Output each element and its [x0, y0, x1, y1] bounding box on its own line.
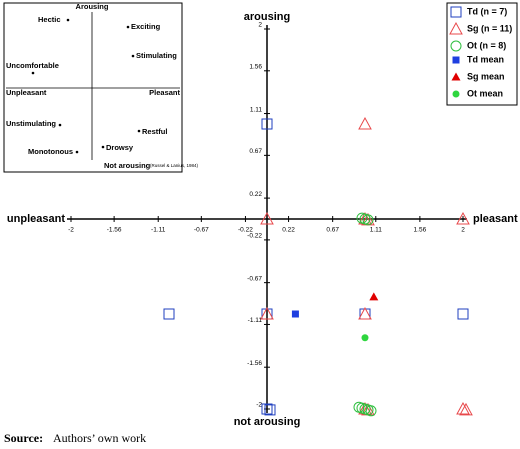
y-tick-label: -0.67	[247, 275, 262, 282]
y-tick-label: 1.11	[250, 106, 263, 113]
point	[260, 306, 274, 320]
point	[264, 404, 276, 416]
inset-word: Restful	[142, 127, 167, 136]
inset-word: Unstimulating	[6, 119, 56, 128]
axis-label: not arousing	[234, 416, 301, 428]
legend-marker	[449, 21, 463, 35]
legend-label: Sg (n = 11)	[467, 23, 512, 33]
y-tick-label: 1.56	[249, 64, 262, 71]
axis-label: unpleasant	[7, 213, 65, 225]
point	[356, 212, 368, 224]
x-tick-label: 2	[461, 227, 465, 234]
inset-dot	[66, 18, 70, 22]
legend-marker	[451, 72, 461, 81]
x-tick-label: 1.11	[370, 227, 383, 234]
x-tick-label: -0.67	[194, 227, 209, 234]
x-tick-label: -1.11	[151, 227, 166, 234]
point	[358, 116, 372, 130]
inset-word: Monotonous	[28, 147, 73, 156]
axis-label: arousing	[244, 11, 290, 23]
inset-dot	[31, 71, 35, 75]
inset-dot	[75, 150, 79, 154]
y-tick-label: -1.11	[248, 317, 263, 324]
source-label: Source:	[4, 431, 43, 445]
x-tick-label: -2	[68, 227, 74, 234]
inset-dot	[131, 54, 135, 58]
legend-marker	[452, 90, 460, 98]
point	[456, 401, 470, 415]
y-tick-label: -1.56	[247, 360, 262, 367]
mean-point	[361, 334, 369, 342]
point	[358, 306, 372, 320]
legend-marker	[452, 56, 460, 64]
point	[163, 308, 175, 320]
point	[457, 308, 469, 320]
inset-citation: (Russel & Lanius, 1984)	[150, 163, 199, 168]
point	[459, 402, 473, 416]
inset-frame	[3, 2, 183, 173]
inset-label: Not arousing	[104, 161, 151, 170]
inset-dot	[58, 123, 62, 127]
x-tick-label: -1.56	[107, 227, 122, 234]
y-tick-label: -2	[256, 402, 262, 409]
legend-label: Td (n = 7)	[467, 6, 507, 16]
x-tick-label: 0.67	[326, 227, 339, 234]
inset-dot	[137, 129, 141, 133]
inset-word: Uncomfortable	[6, 61, 59, 70]
legend-marker	[450, 6, 462, 18]
source-text: Authors’ own work	[53, 431, 146, 445]
x-tick-label: 0.22	[282, 227, 295, 234]
y-tick-label: -0.22	[247, 233, 262, 240]
point	[456, 211, 470, 225]
mean-point	[291, 310, 299, 318]
legend-frame	[446, 2, 518, 106]
legend-label: Ot (n = 8)	[467, 40, 506, 50]
legend-label: Td mean	[467, 54, 504, 64]
y-tick-label: 2	[258, 22, 262, 29]
point	[261, 403, 273, 415]
axis-label: pleasant	[473, 213, 518, 225]
inset-word: Drowsy	[106, 143, 134, 152]
y-tick-label: 0.22	[249, 191, 262, 198]
inset-word: Exciting	[131, 22, 161, 31]
legend-marker	[450, 40, 462, 52]
legend-label: Sg mean	[467, 71, 505, 81]
inset-label: Unpleasant	[6, 88, 47, 97]
mean-point	[369, 292, 379, 301]
y-tick-label: 0.67	[249, 148, 262, 155]
point	[261, 118, 273, 130]
x-tick-label: 1.56	[414, 227, 427, 234]
point	[353, 401, 365, 413]
point	[260, 211, 274, 225]
inset-dot	[101, 145, 105, 149]
inset-word: Hectic	[38, 15, 61, 24]
inset-word: Stimulating	[136, 51, 177, 60]
inset-label: Pleasant	[149, 88, 180, 97]
inset-dot	[126, 25, 130, 29]
x-tick-label: -0.22	[238, 227, 253, 234]
inset-label: Arousing	[76, 2, 109, 11]
point	[365, 405, 377, 417]
point	[362, 214, 374, 226]
legend-label: Ot mean	[467, 88, 503, 98]
